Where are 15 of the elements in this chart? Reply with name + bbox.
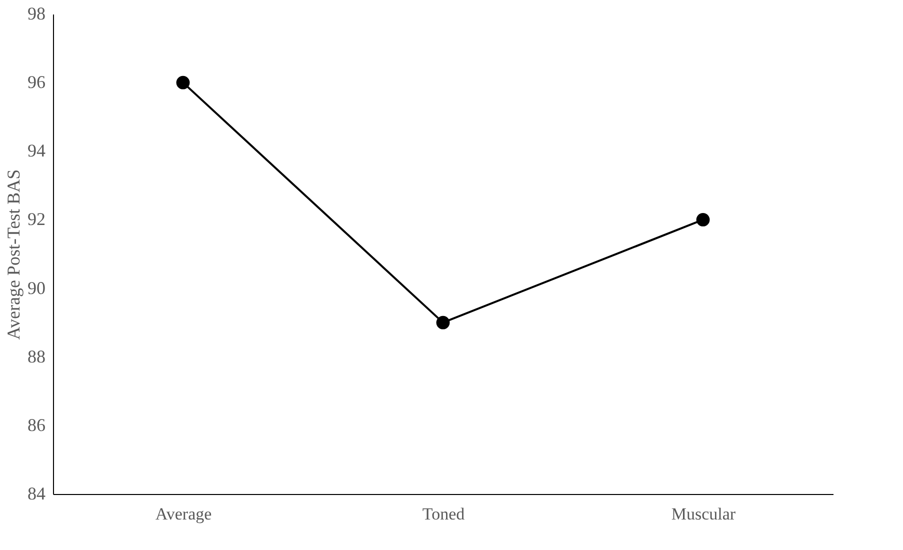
y-tick-label: 86	[28, 414, 46, 435]
y-tick-label: 96	[28, 72, 46, 92]
y-tick-label: 98	[28, 4, 46, 24]
y-tick-label: 90	[28, 278, 46, 298]
point	[696, 213, 710, 226]
x-tick-label: Average	[155, 504, 212, 524]
y-tick-label: 92	[28, 209, 46, 230]
point	[176, 76, 190, 90]
y-tick-label: 88	[28, 346, 46, 366]
y-tick-label: 84	[28, 484, 46, 504]
y-tick-label: 94	[28, 140, 46, 161]
point	[436, 316, 450, 330]
x-tick-label: Muscular	[671, 504, 736, 524]
x-tick-label: Toned	[422, 504, 466, 524]
y-axis-title: Average Post-Test BAS	[4, 169, 24, 340]
